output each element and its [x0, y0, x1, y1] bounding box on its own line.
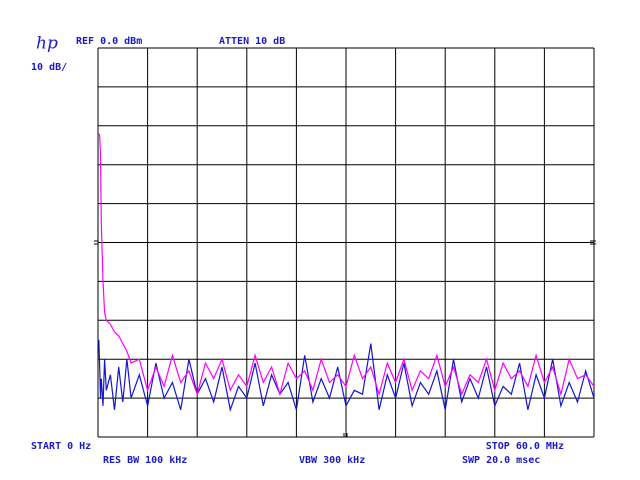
ref-markers — [94, 240, 596, 437]
trace — [98, 133, 595, 397]
ref-level: REF 0.0 dBm — [76, 36, 142, 47]
trace — [98, 339, 595, 413]
start-freq: START 0 Hz — [31, 441, 91, 452]
sweep: SWP 20.0 msec — [462, 455, 540, 466]
res-bw: RES BW 100 kHz — [103, 455, 187, 466]
attenuation: ATTEN 10 dB — [219, 36, 285, 47]
vbw: VBW 300 kHz — [299, 455, 365, 466]
stop-freq: STOP 60.0 MHz — [486, 441, 564, 452]
logo: hp — [36, 34, 58, 54]
scale: 10 dB/ — [31, 62, 67, 73]
